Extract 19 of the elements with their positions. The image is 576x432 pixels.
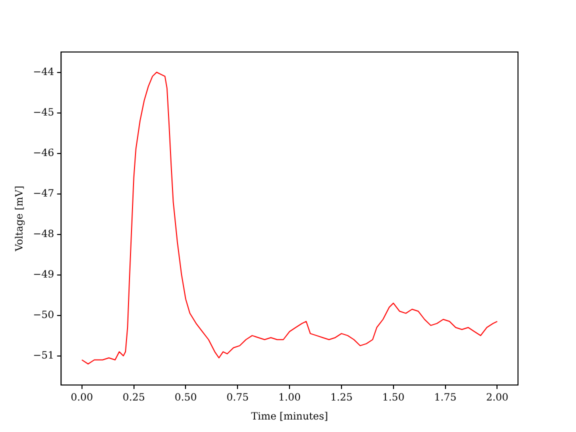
y-tick-label: −47	[32, 188, 54, 200]
x-tick-label: 1.50	[382, 392, 405, 404]
x-tick-label: 0.50	[174, 392, 197, 404]
y-tick-label: −48	[32, 228, 54, 240]
y-axis-title: Voltage [mV]	[14, 186, 26, 252]
x-axis-title: Time [minutes]	[251, 412, 328, 423]
y-tick-label: −46	[32, 148, 54, 159]
x-tick-label: 0.00	[70, 392, 94, 404]
y-tick-label: −50	[32, 310, 54, 321]
x-tick-label: 1.25	[330, 392, 353, 404]
x-tick-label: 0.75	[226, 392, 249, 404]
y-tick-label: −49	[32, 269, 54, 280]
x-tick-label: 1.00	[278, 392, 301, 404]
y-tick-label: −51	[32, 350, 54, 362]
x-tick-label: 1.75	[434, 392, 456, 404]
y-tick-label: −45	[32, 107, 54, 118]
y-tick-label: −44	[32, 66, 54, 78]
x-tick-label: 0.25	[122, 392, 145, 404]
x-tick-label: 2.00	[486, 392, 508, 404]
